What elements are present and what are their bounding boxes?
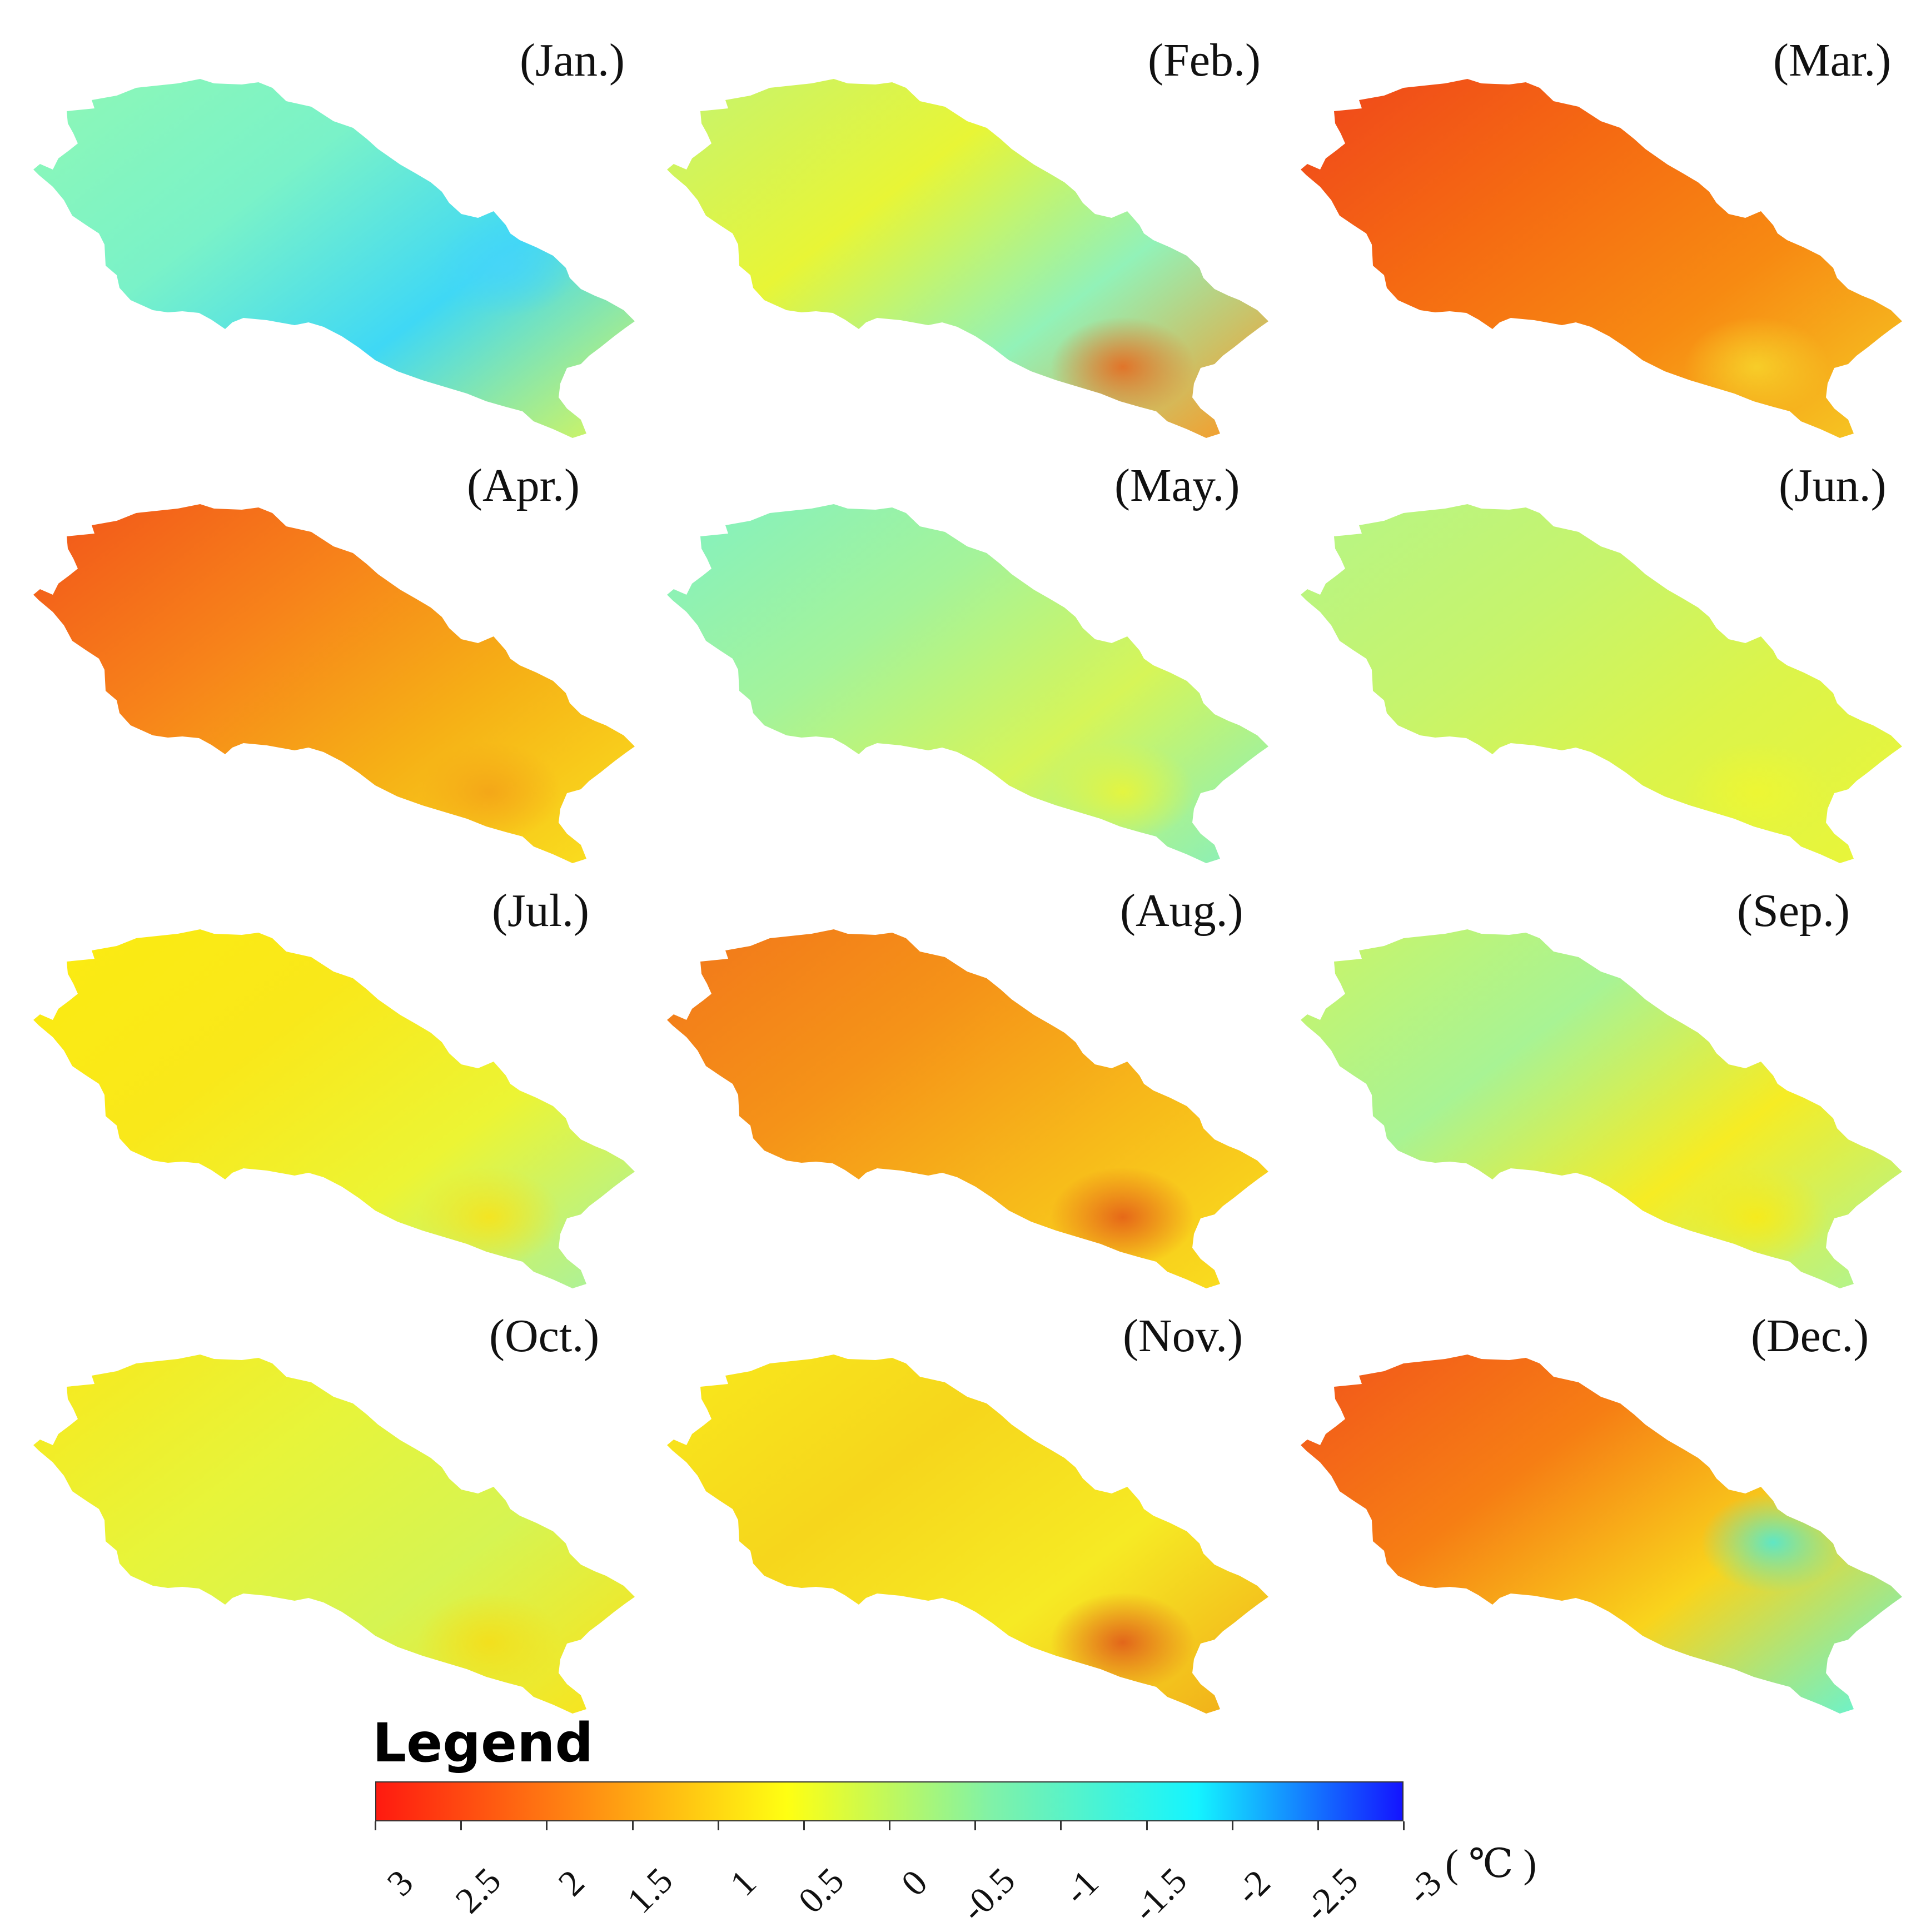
month-label: (Oct.) (489, 1310, 600, 1362)
legend-tick-mark (546, 1821, 548, 1830)
legend-tick-mark (1231, 1821, 1233, 1830)
legend-tick-label: 2 (550, 1862, 593, 1904)
month-label: (Mar.) (1773, 34, 1892, 86)
month-label: (Aug.) (1120, 885, 1243, 937)
legend-tick-label: 0 (893, 1862, 935, 1904)
month-label: (Jul.) (492, 885, 589, 937)
map-panel: (Jun.) (1290, 460, 1923, 863)
region-shape (33, 79, 635, 438)
legend-tick-label: -0.5 (953, 1860, 1023, 1930)
hotspot-overlay (1051, 742, 1195, 842)
map-image (33, 504, 635, 863)
hotspot-overlay (417, 1167, 561, 1267)
legend-tick-mark (460, 1821, 462, 1830)
map-image (1301, 929, 1902, 1288)
legend-tick-label: 3 (379, 1862, 421, 1904)
map-panel: (Oct.) (22, 1310, 656, 1714)
legend-ticks (375, 1821, 1405, 1833)
hotspot-overlay (1051, 317, 1195, 417)
hotspot-overlay (434, 217, 578, 317)
legend-unit: ( ℃ ) (1445, 1841, 1537, 1886)
map-image (1301, 79, 1902, 438)
map-image (667, 79, 1268, 438)
legend-tick-mark (631, 1821, 634, 1830)
map-panel: (Nov.) (656, 1310, 1290, 1714)
map-panel: (Dec.) (1290, 1310, 1923, 1714)
map-image (667, 504, 1268, 863)
map-image (1301, 504, 1902, 863)
legend-tick-mark (1317, 1821, 1319, 1830)
map-panel: (May.) (656, 460, 1290, 863)
legend-tick-label: -3 (1399, 1862, 1450, 1913)
legend-tick-label: 2.5 (447, 1860, 509, 1921)
legend-tick-mark (1060, 1821, 1062, 1830)
map-panel: (Aug.) (656, 885, 1290, 1288)
month-label: (Jan.) (520, 34, 625, 86)
map-panel: (Feb.) (656, 34, 1290, 438)
hotspot-overlay (417, 1592, 561, 1692)
map-panel: (Apr.) (22, 460, 656, 863)
legend-tick-mark (717, 1821, 719, 1830)
legend-tick-mark (803, 1821, 805, 1830)
hotspot-overlay (1051, 1167, 1195, 1267)
map-image (33, 79, 635, 438)
month-label: (Nov.) (1123, 1310, 1243, 1362)
legend-title: Legend (372, 1712, 594, 1774)
legend: Legend ( ℃ ) 3 2.5 2 1.5 1 0.5 0 -0.5 -1 -1.5 -2 -2… (356, 1712, 1623, 1930)
hotspot-overlay (1684, 1167, 1829, 1267)
month-label: (Apr.) (467, 460, 580, 511)
legend-tick-label: 1.5 (619, 1860, 680, 1921)
legend-tick-label: -2.5 (1296, 1860, 1366, 1930)
legend-tick-label: -1.5 (1124, 1860, 1195, 1930)
hotspot-overlay (1701, 1492, 1845, 1592)
hotspot-overlay (1051, 1592, 1195, 1692)
map-panel: (Sep.) (1290, 885, 1923, 1288)
legend-tick-mark (889, 1821, 890, 1830)
map-panel: (Jan.) (22, 34, 656, 438)
legend-tick-mark (1146, 1821, 1148, 1830)
legend-tick-label: -2 (1227, 1862, 1278, 1913)
legend-tick-label: 1 (722, 1862, 764, 1904)
month-label: (Sep.) (1737, 885, 1850, 937)
map-image (1301, 1355, 1902, 1714)
hotspot-overlay (417, 742, 561, 842)
legend-tick-mark (974, 1821, 977, 1830)
legend-tick-label: 0.5 (790, 1860, 852, 1921)
legend-tick-label: -1 (1056, 1862, 1107, 1913)
legend-color-bar (375, 1781, 1404, 1821)
legend-tick-mark (375, 1821, 376, 1830)
region-shape (1301, 1355, 1902, 1714)
hotspot-overlay (1684, 742, 1829, 842)
map-image (667, 1355, 1268, 1714)
map-image (33, 929, 635, 1288)
month-label: (May.) (1114, 460, 1240, 511)
legend-tick-mark (1403, 1821, 1405, 1830)
month-label: (Feb.) (1148, 34, 1261, 86)
month-label: (Dec.) (1751, 1310, 1869, 1362)
month-label: (Jun.) (1779, 460, 1887, 511)
hotspot-overlay (1684, 317, 1829, 417)
map-image (33, 1355, 635, 1714)
map-image (667, 929, 1268, 1288)
map-panel: (Mar.) (1290, 34, 1923, 438)
map-panel: (Jul.) (22, 885, 656, 1288)
